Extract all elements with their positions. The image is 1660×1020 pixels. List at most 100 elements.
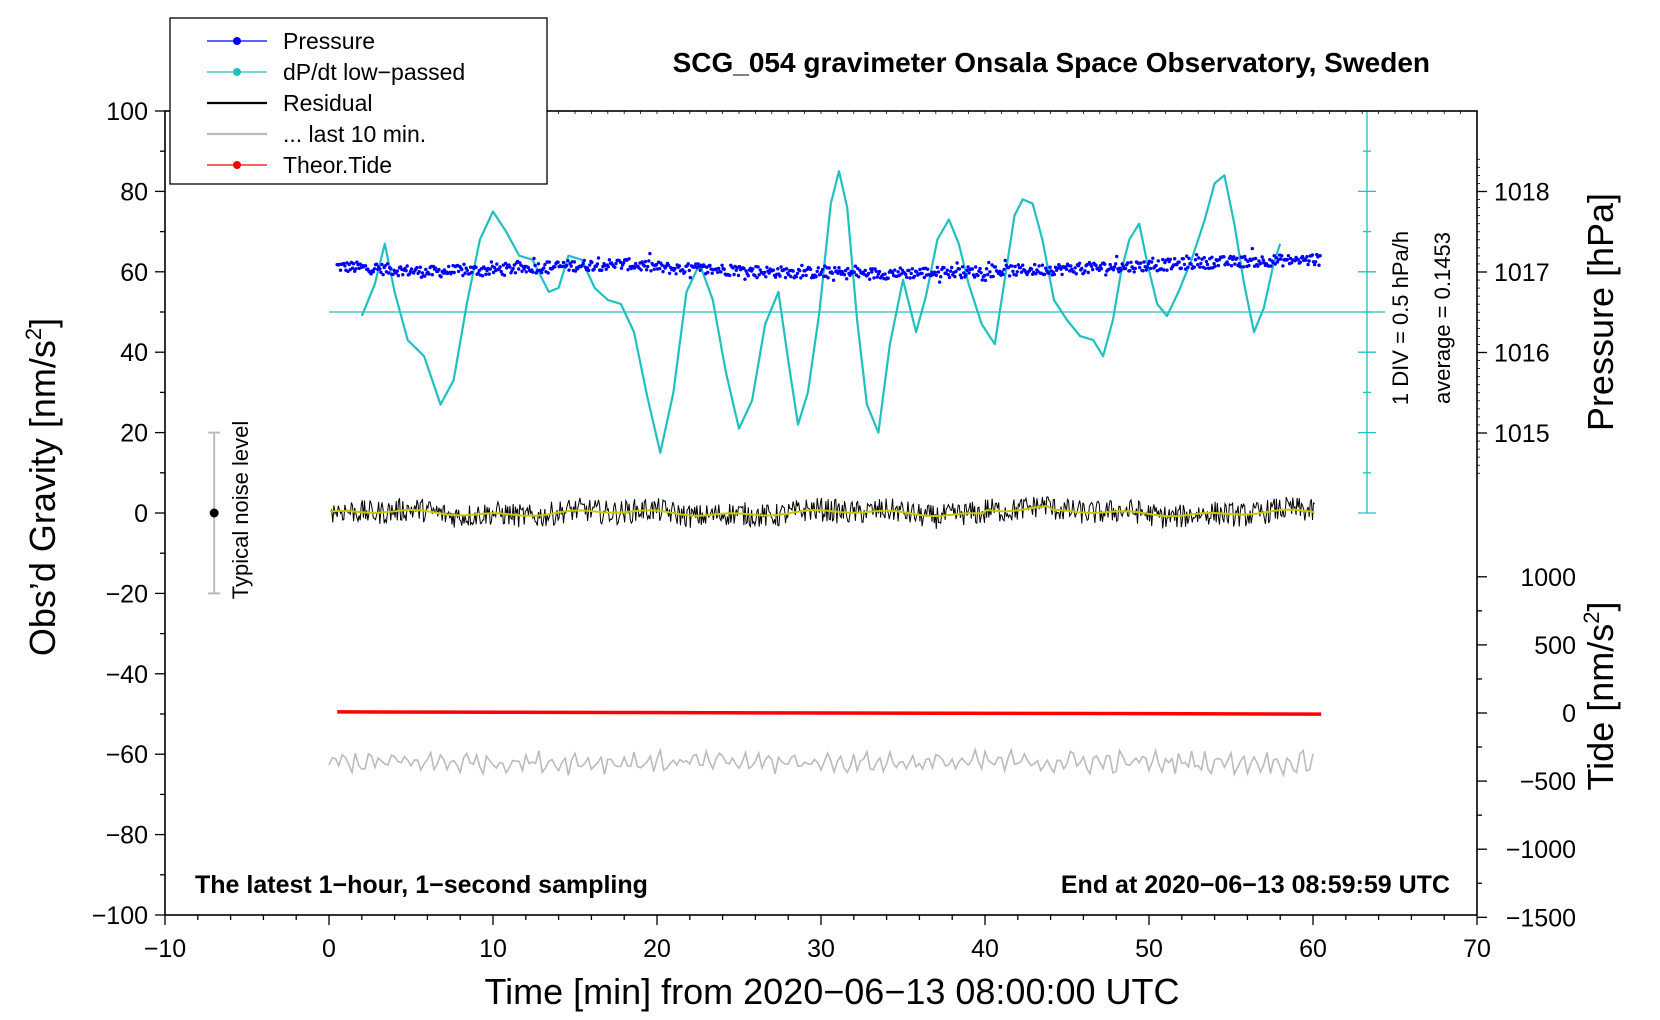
pressure-tick-label: 1016 (1494, 340, 1550, 368)
pressure-point (380, 262, 384, 267)
pressure-point (569, 264, 573, 268)
pressure-point (801, 273, 805, 278)
pressure-point (546, 271, 550, 275)
pressure-point (1034, 272, 1038, 276)
pressure-point (1018, 265, 1023, 270)
y-axis-left-label: Obs’d Gravity [nm/s2] (21, 318, 63, 656)
pressure-point (649, 269, 653, 273)
pressure-point (644, 268, 649, 272)
pressure-point (1059, 267, 1063, 271)
pressure-point (618, 260, 623, 264)
pressure-point (1280, 254, 1284, 258)
pressure-point (470, 270, 474, 275)
tide-tick-label: −1000 (1506, 836, 1576, 864)
pressure-point (830, 271, 835, 276)
pressure-point (756, 265, 760, 269)
pressure-point (1156, 259, 1161, 263)
pressure-point (784, 267, 789, 271)
pressure-point (1108, 262, 1112, 267)
pressure-point (1115, 254, 1119, 259)
pressure-point (1312, 262, 1317, 267)
pressure-point (950, 265, 954, 270)
pressure-point (433, 266, 438, 270)
pressure-point (1103, 262, 1107, 266)
pressure-point (896, 270, 900, 274)
pressure-point (647, 259, 651, 263)
pressure-point (1060, 272, 1064, 277)
pressure-point (667, 271, 672, 275)
pressure-point (600, 268, 604, 272)
pressure-point (993, 265, 998, 269)
pressure-point (462, 262, 466, 266)
pressure-point (1119, 268, 1123, 272)
pressure-point (905, 275, 909, 279)
pressure-point (1232, 255, 1236, 259)
pressure-point (460, 267, 464, 272)
pressure-point (1205, 262, 1210, 267)
pressure-point (347, 262, 351, 267)
pressure-point (1192, 265, 1197, 269)
pressure-point (487, 272, 491, 276)
legend-label: dP/dt low−passed (283, 59, 465, 85)
pressure-point (1080, 266, 1084, 271)
pressure-point (489, 260, 494, 264)
pressure-point (542, 266, 546, 270)
pressure-point (736, 273, 741, 278)
pressure-point (948, 269, 953, 273)
pressure-point (1173, 257, 1177, 261)
pressure-point (846, 266, 850, 271)
pressure-point (396, 273, 401, 278)
pressure-point (935, 265, 940, 270)
pressure-point (799, 276, 803, 280)
pressure-point (532, 256, 536, 261)
pressure-point (533, 263, 537, 268)
pressure-point (1123, 266, 1128, 271)
pressure-point (1196, 263, 1200, 267)
pressure-point (461, 273, 465, 278)
pressure-point (779, 265, 783, 269)
pressure-point (565, 263, 569, 267)
pressure-point (720, 263, 724, 267)
pressure-point (626, 268, 630, 272)
pressure-point (556, 260, 560, 264)
legend-box (169, 17, 548, 185)
pressure-point (338, 268, 343, 272)
pressure-point (1177, 260, 1181, 264)
pressure-point (893, 268, 897, 272)
pressure-point (595, 262, 600, 266)
pressure-point (1233, 262, 1237, 266)
pressure-point (573, 269, 578, 273)
pressure-point (1069, 264, 1073, 268)
pressure-point (498, 265, 502, 269)
pressure-point (1286, 254, 1291, 258)
pressure-point (742, 266, 746, 271)
pressure-point (351, 262, 356, 266)
pressure-point (767, 271, 771, 275)
pressure-point (343, 264, 347, 268)
pressure-point (795, 271, 800, 276)
x-tick-label: 0 (322, 935, 336, 963)
pressure-point (1290, 261, 1294, 265)
pressure-point (524, 270, 528, 274)
pressure-point (980, 278, 984, 282)
pressure-point (447, 264, 451, 269)
pressure-point (1269, 264, 1273, 268)
pressure-point (622, 261, 626, 265)
pressure-point (1029, 267, 1034, 271)
pressure-point (1111, 268, 1116, 272)
pressure-point (698, 268, 702, 272)
pressure-point (369, 272, 373, 276)
pressure-point (1304, 258, 1308, 262)
pressure-point (1230, 257, 1235, 262)
pressure-point (737, 264, 742, 269)
pressure-point (808, 267, 813, 272)
y-left-tick-label: −80 (106, 822, 148, 850)
legend-label: Theor.Tide (283, 152, 392, 178)
pressure-point (371, 270, 375, 274)
pressure-point (1138, 265, 1142, 270)
pressure-point (1016, 263, 1020, 267)
pressure-point (1259, 261, 1263, 265)
y-left-tick-label: 80 (120, 178, 148, 206)
pressure-point (783, 275, 788, 280)
pressure-point (922, 275, 926, 280)
